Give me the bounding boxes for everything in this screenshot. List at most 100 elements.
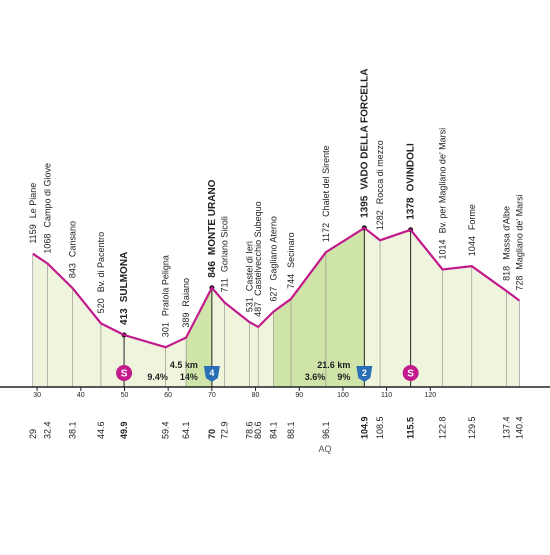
place-name: Raiano [181,278,191,307]
km-label: 38.1 [68,421,78,439]
altitude: 1068 [43,234,53,254]
km-label: 59.4 [161,421,171,439]
altitude: 1159 [28,224,38,243]
altitude: 1172 [321,223,331,242]
x-tick-label: 90 [295,392,303,399]
km-label: 84.1 [268,421,278,439]
x-tick-label: 50 [121,392,129,399]
place-name: Chalet del Sirente [321,145,331,217]
km-label: 140.4 [514,416,524,439]
x-tick-label: 60 [164,392,172,399]
point-label: 711 Goriano Sicoli [220,216,230,292]
place-name: SULMONA [119,252,130,303]
point-label: 413 SULMONA [119,252,130,325]
altitude: 1044 [467,236,477,256]
altitude: 744 [286,274,296,289]
altitude: 1282 [375,210,385,230]
profile-area [32,227,520,387]
point-label: 1044 Forme [467,204,477,256]
km-label: 29 [28,429,38,439]
kom-label: 2 [362,368,367,378]
place-name: Gagliano Aterno [268,216,278,281]
x-tick-label: 80 [252,392,260,399]
altitude: 520 [96,298,106,313]
km-label: 32.4 [43,421,53,439]
point-label: 744 Secinaro [286,232,296,289]
point-label: 627 Gagliano Aterno [268,216,278,302]
climb-max: 9% [337,372,350,382]
profile-line [32,226,521,349]
point-label: 1014 Bv. per Magliano de' Marsi [438,128,448,260]
km-label: 80.6 [253,421,263,439]
kom-icon [203,366,220,382]
km-label: 108.5 [375,416,385,439]
point-label: 487 Castelvecchio Subequo [253,201,263,317]
km-label: 88.1 [286,421,296,439]
km-label: 96.1 [321,421,331,439]
sprint-icon [402,365,419,381]
point-label: 389 Raiano [181,278,191,328]
climb-length: 4.5 km [170,360,198,370]
place-name: Rocca di mezzo [375,140,385,204]
region-label: AQ [318,444,331,454]
place-name: Massa d'Albe [501,206,511,260]
point-label: 843 Cansano [68,221,78,278]
kom-label: 4 [209,368,214,378]
altitude: 1395 [359,195,370,218]
altitude: 301 [161,322,171,337]
place-name: VADO DELLA FORCELLA [359,69,370,190]
point-label: 846 MONTE URANO [207,179,218,277]
altitude: 818 [501,266,511,281]
altitude: 846 [207,261,218,278]
point-label: 1159 Le Piane [28,183,38,244]
place-name: Bv. per Magliano de' Marsi [438,128,448,234]
x-tick-label: 110 [381,392,392,399]
place-name: Le Piane [28,183,38,219]
climb-avg: 3.6% [305,372,326,382]
place-name: Magliano de' Marsi [514,194,524,269]
place-name: Campo di Giove [43,163,53,228]
km-label: 129.5 [467,416,477,439]
km-label: 72.9 [220,421,230,439]
point-label: 301 Pratola Peligna [161,255,171,337]
place-name: OVINDOLI [406,143,417,192]
point-label: 818 Massa d'Albe [501,206,511,281]
sprint-label: S [407,369,414,380]
point-label: 1282 Rocca di mezzo [375,140,385,230]
place-name: Forme [467,204,477,230]
place-name: Bv. di Pacentro [96,232,106,292]
altitude: 389 [181,313,191,328]
sprint-icon [116,365,133,381]
km-label: 78.6 [244,421,254,439]
climb-max: 14% [180,372,198,382]
altitude: 843 [68,263,78,278]
km-label: 64.1 [181,421,191,439]
x-tick-label: 40 [77,392,85,399]
altitude: 627 [268,287,278,302]
place-name: MONTE URANO [207,179,218,255]
altitude: 711 [220,278,230,292]
altitude: 728 [514,276,524,291]
point-label: 520 Bv. di Pacentro [96,232,106,313]
point-label: 531 Castel di Ieri [244,241,254,312]
place-name: Castel di Ieri [244,241,254,291]
place-name: Goriano Sicoli [220,216,230,272]
climb-length: 21.6 km [317,360,350,370]
km-label: 44.6 [96,421,106,439]
km-label: 115.5 [406,417,416,439]
x-tick-label: 70 [208,392,216,399]
km-label: 122.8 [438,416,448,439]
point-label: 1395 VADO DELLA FORCELLA [359,69,370,218]
x-tick-label: 30 [33,392,41,399]
kom-icon [356,366,373,382]
altitude: 413 [119,308,130,325]
point-label: 1378 OVINDOLI [406,143,417,220]
altitude: 487 [253,302,263,317]
point-label: 1172 Chalet del Sirente [321,145,331,242]
altitude: 1378 [406,197,417,220]
climb-grades: 3.6% 9% [305,372,351,382]
place-name: Pratola Peligna [161,255,171,316]
climb-area [273,227,365,387]
climb-grades: 9.4% 14% [147,372,198,382]
